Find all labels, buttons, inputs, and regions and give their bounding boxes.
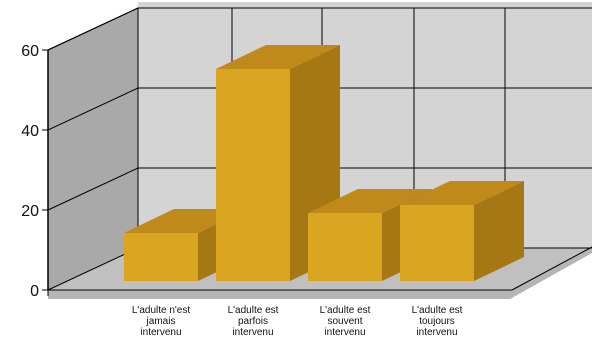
floor-right-line bbox=[511, 246, 592, 291]
bar-front bbox=[308, 213, 382, 281]
x-tick-label-line: souvent bbox=[327, 316, 362, 327]
x-tick-label: L'adulte est souvent intervenu bbox=[320, 305, 371, 338]
left-wall bbox=[48, 8, 138, 290]
bar bbox=[216, 45, 340, 281]
y-axis: 0 20 40 60 bbox=[21, 43, 49, 300]
bar-side bbox=[474, 181, 524, 281]
y-tick-label: 0 bbox=[30, 283, 39, 300]
bars bbox=[124, 45, 524, 281]
y-tick-label: 40 bbox=[21, 123, 39, 140]
bar-top bbox=[216, 45, 340, 69]
floor-edge bbox=[48, 247, 592, 299]
x-tick-label-line: L'adulte est bbox=[228, 305, 279, 316]
y-tick-label: 20 bbox=[21, 203, 39, 220]
bar-front bbox=[400, 205, 474, 281]
x-tick-label-line: L'adulte n'est bbox=[132, 305, 191, 316]
x-tick-label-line: jamais bbox=[146, 316, 176, 327]
x-tick-label: L'adulte est parfois intervenu bbox=[228, 305, 279, 338]
bar-top bbox=[400, 181, 524, 205]
x-tick-label-line: parfois bbox=[238, 316, 268, 327]
gridlines bbox=[47, 7, 592, 291]
y-tick-label: 60 bbox=[21, 43, 39, 60]
x-tick-label: L'adulte n'est jamais intervenu bbox=[132, 305, 191, 338]
x-tick-label-line: intervenu bbox=[416, 327, 457, 338]
gridline-left-wall bbox=[47, 167, 139, 211]
wall-edge bbox=[47, 7, 139, 51]
x-tick-label-line: intervenu bbox=[232, 327, 273, 338]
x-tick-label-line: L'adulte est bbox=[412, 305, 463, 316]
x-tick-label-line: toujours bbox=[419, 316, 455, 327]
x-tick-label: L'adulte est toujours intervenu bbox=[412, 305, 463, 338]
x-tick-label-line: intervenu bbox=[324, 327, 365, 338]
bar-front bbox=[216, 69, 290, 281]
gridline-left-wall bbox=[47, 87, 139, 131]
bar bbox=[400, 181, 524, 281]
bar-top bbox=[308, 189, 432, 213]
x-tick-label-line: intervenu bbox=[140, 327, 181, 338]
x-tick-label-line: L'adulte est bbox=[320, 305, 371, 316]
gridline-left-wall bbox=[47, 247, 139, 291]
bar-front bbox=[124, 233, 198, 281]
